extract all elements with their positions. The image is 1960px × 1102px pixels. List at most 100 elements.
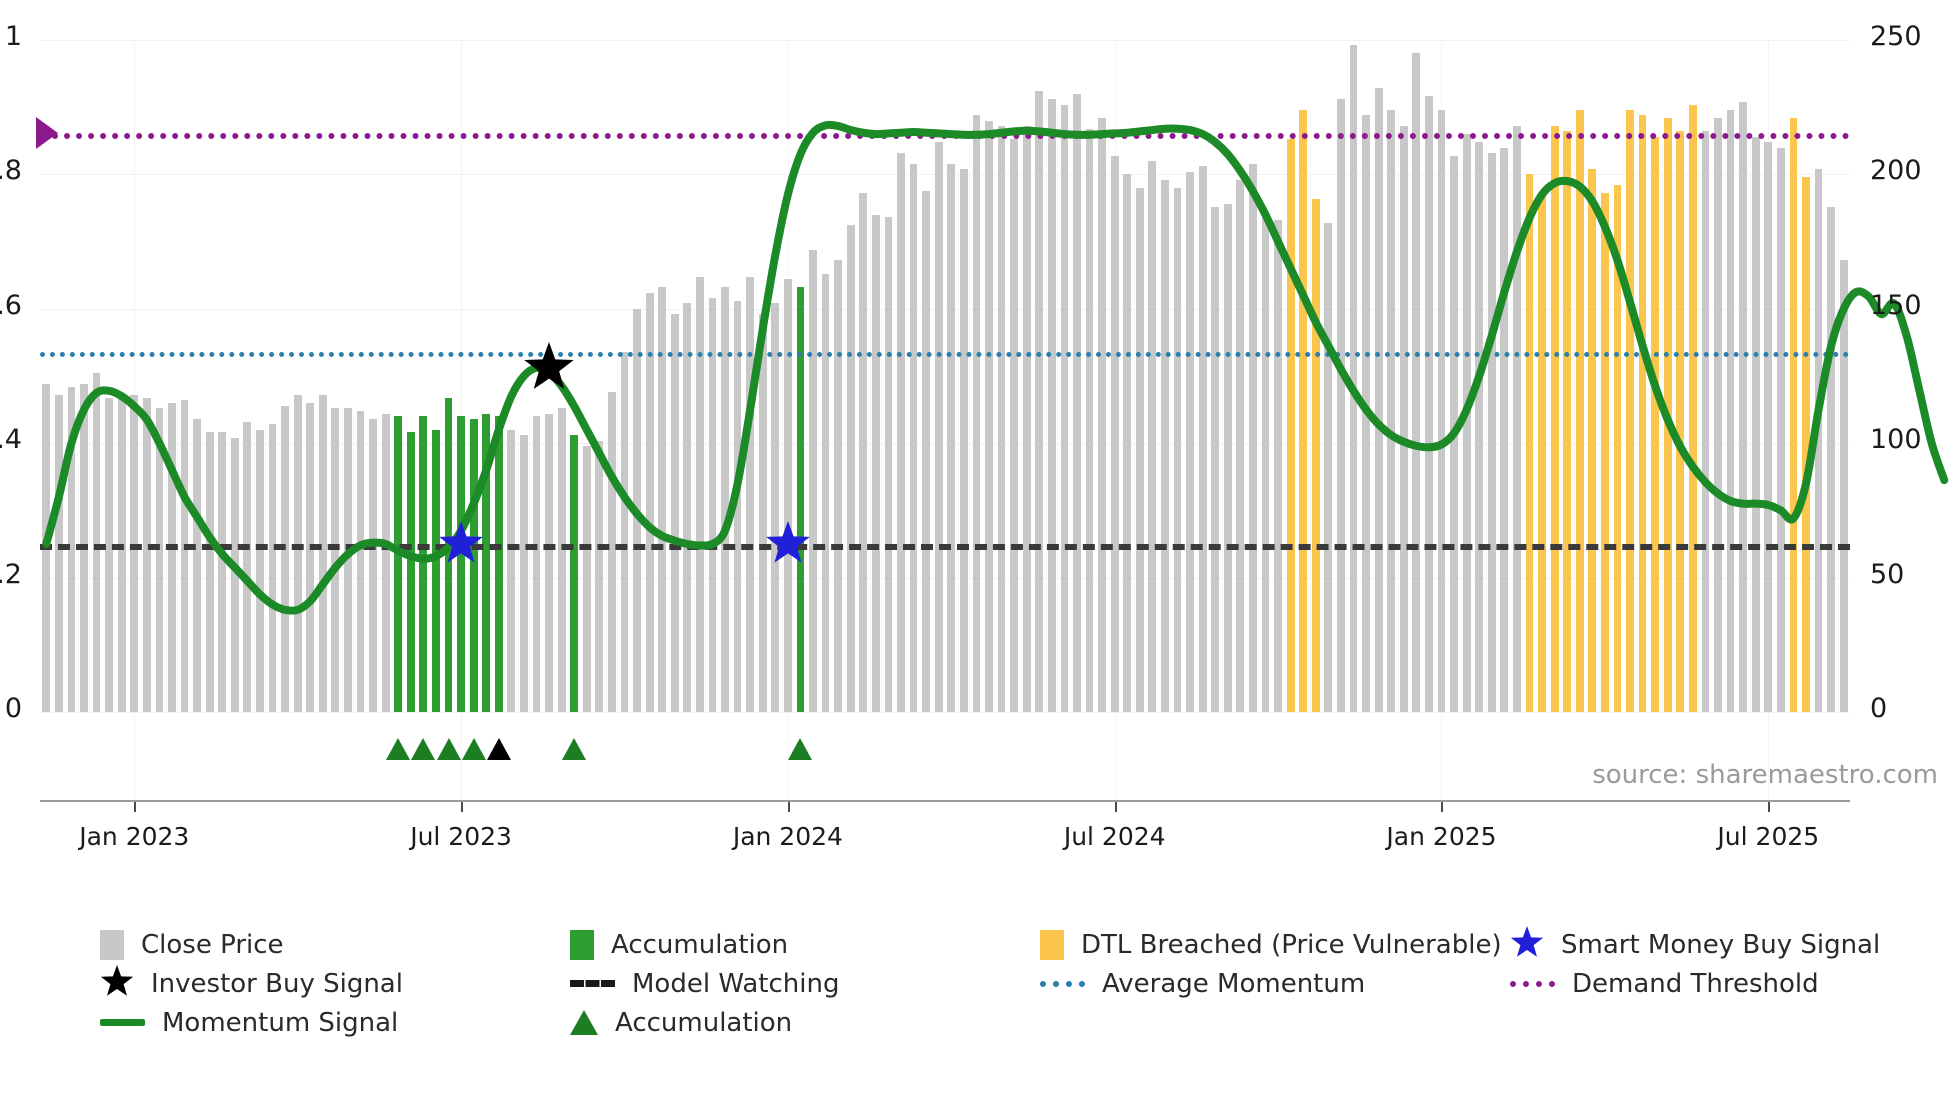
close-price-bar: [1374, 88, 1383, 712]
legend-label: Model Watching: [632, 968, 840, 999]
close-price-bar: [1714, 117, 1722, 712]
close-price-bar: [909, 163, 918, 712]
gridline: [40, 308, 1850, 310]
close-price-bar: [1487, 152, 1496, 712]
legend-item-close-price[interactable]: Close Price: [100, 925, 284, 964]
y-axis-right-tick-label: 0: [1870, 693, 1888, 724]
close-price-bar: [1437, 109, 1446, 712]
close-price-bar: [1337, 99, 1345, 712]
dtl-breached-swatch-icon: [1040, 929, 1064, 960]
accumulation-bar: [469, 419, 478, 712]
close-price-bar: [846, 225, 855, 712]
accumulation-bar: [796, 287, 805, 712]
close-price-bar: [1827, 206, 1836, 712]
gridline: [40, 577, 1850, 579]
x-axis-line: [40, 800, 1850, 802]
legend-item-accumulation-bar[interactable]: Accumulation: [570, 925, 788, 964]
close-price-bar: [608, 392, 616, 712]
close-price-bar: [1475, 142, 1484, 712]
legend-item-investor-buy-signal[interactable]: Investor Buy Signal: [100, 964, 403, 1003]
close-price-bar: [997, 126, 1006, 712]
close-price-bar: [1060, 104, 1069, 712]
close-price-bar: [205, 432, 214, 712]
close-price-bar: [1776, 147, 1785, 712]
y-axis-right-tick-label: 100: [1870, 424, 1922, 456]
accumulation-triangle-marker: [486, 738, 511, 760]
accumulation-bar: [570, 435, 579, 712]
accumulation-bar: [432, 429, 440, 712]
legend-label: Accumulation: [611, 929, 789, 960]
close-price-bar: [1399, 126, 1408, 712]
close-price-bar: [582, 445, 591, 712]
close-price-bar: [1035, 91, 1044, 712]
close-price-bar: [1462, 134, 1471, 712]
close-price-bar: [381, 413, 390, 712]
accumulation-triangle-marker: [788, 738, 813, 760]
legend-item-dtl-breached[interactable]: DTL Breached (Price Vulnerable): [1040, 925, 1502, 964]
y-axis-left-tick-label: 0.8: [0, 155, 22, 187]
close-price-bar: [142, 397, 151, 712]
legend-item-average-momentum[interactable]: Average Momentum: [1040, 964, 1365, 1003]
close-price-bar: [658, 287, 667, 712]
chart-legend: Close Price Accumulation DTL Breached (Pri…: [100, 925, 1920, 1042]
close-price-bar: [92, 373, 101, 712]
accumulation-bar: [444, 397, 453, 712]
close-price-bar: [1324, 222, 1333, 712]
dtl-breached-bar: [1588, 169, 1597, 712]
dtl-breached-bar: [1626, 109, 1634, 712]
close-price-bar: [620, 351, 629, 712]
legend-item-momentum-signal[interactable]: Momentum Signal: [100, 1003, 398, 1042]
legend-item-accumulation-triangle[interactable]: Accumulation: [570, 1003, 792, 1042]
legend-label: Momentum Signal: [162, 1007, 399, 1038]
legend-item-demand-threshold[interactable]: Demand Threshold: [1510, 964, 1819, 1003]
accumulation-triangle-marker: [562, 738, 587, 760]
x-axis-tick: [461, 800, 464, 812]
close-price-bar: [771, 303, 780, 712]
dtl-breached-bar: [1613, 185, 1622, 712]
dtl-breached-bar: [1286, 139, 1295, 712]
accumulation-bar: [494, 416, 503, 712]
close-price-bar: [1814, 169, 1823, 712]
accumulation-triangle-marker: [411, 738, 436, 760]
close-price-bar: [809, 249, 817, 712]
dtl-breached-bar: [1688, 104, 1697, 712]
close-price-bar: [1022, 126, 1031, 712]
x-axis-tick-label: Jul 2024: [1063, 822, 1166, 851]
legend-item-smart-money-buy-signal[interactable]: Smart Money Buy Signal: [1510, 925, 1880, 964]
close-price-bar: [532, 416, 541, 712]
close-price-bar: [1010, 139, 1019, 712]
x-axis-tick: [134, 800, 137, 812]
close-price-bar: [344, 408, 352, 712]
dtl-breached-bar: [1525, 174, 1534, 712]
legend-item-model-watching[interactable]: Model Watching: [570, 964, 839, 1003]
legend-label: Demand Threshold: [1572, 968, 1819, 999]
smart-money-buy-signal-marker: [765, 521, 811, 567]
close-price-bar: [1764, 142, 1773, 712]
close-price-bar: [218, 432, 227, 712]
close-price-bar: [821, 273, 830, 712]
close-price-bar: [695, 276, 704, 712]
legend-row: Close Price Accumulation DTL Breached (Pri…: [100, 925, 1920, 964]
accumulation-bar: [457, 416, 465, 712]
close-price-bar: [985, 120, 993, 712]
close-price-bar: [281, 405, 289, 712]
x-axis-tick-label: Jan 2025: [1386, 822, 1497, 851]
star-icon: [100, 964, 134, 996]
close-price-bar: [545, 413, 553, 712]
accumulation-bar: [482, 413, 491, 712]
close-price-bar: [934, 142, 943, 712]
close-price-bar: [155, 408, 164, 712]
y-axis-right-tick-label: 50: [1870, 558, 1905, 590]
close-price-bar: [683, 303, 692, 712]
close-price-bar: [1839, 260, 1848, 712]
close-price-bar: [1513, 126, 1521, 712]
gridline: [40, 174, 1850, 176]
close-price-bar: [520, 435, 528, 712]
dtl-breached-bar: [1802, 177, 1810, 712]
investor-buy-signal-marker: [523, 341, 575, 394]
close-price-bar: [1198, 166, 1207, 712]
close-price-bar: [922, 190, 931, 712]
close-price-bar: [733, 300, 742, 712]
close-price-bar: [1412, 53, 1421, 712]
close-price-bar: [871, 214, 880, 712]
